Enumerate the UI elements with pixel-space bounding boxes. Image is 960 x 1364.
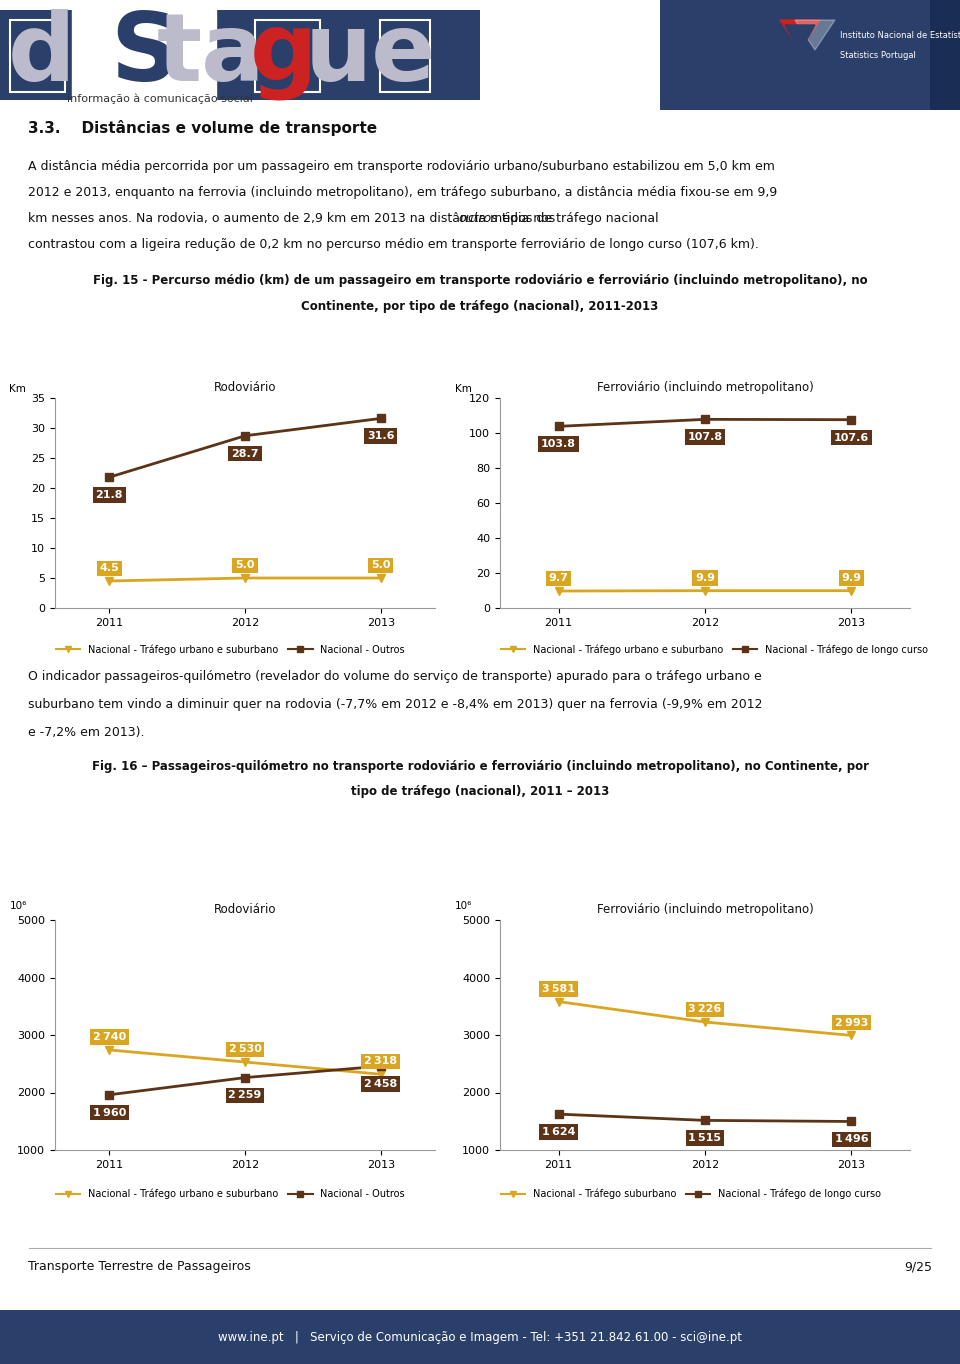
Text: O indicador passageiros-quilómetro (revelador do volume do serviço de transporte: O indicador passageiros-quilómetro (reve… <box>28 670 761 683</box>
Text: Instituto Nacional de Estatística: Instituto Nacional de Estatística <box>840 30 960 40</box>
Text: 3 226: 3 226 <box>688 1004 722 1015</box>
Text: g: g <box>250 10 318 101</box>
Text: 31.6: 31.6 <box>367 431 395 441</box>
Text: 1 624: 1 624 <box>541 1127 575 1138</box>
Text: tipos de tráfego nacional: tipos de tráfego nacional <box>498 211 659 225</box>
Text: e -7,2% em 2013).: e -7,2% em 2013). <box>28 726 145 739</box>
Text: 107.6: 107.6 <box>834 432 869 442</box>
Text: 2 318: 2 318 <box>364 1057 397 1067</box>
Text: Km: Km <box>10 383 26 394</box>
Text: 9/25: 9/25 <box>904 1260 932 1273</box>
Text: suburbano tem vindo a diminuir quer na rodovia (-7,7% em 2012 e -8,4% em 2013) q: suburbano tem vindo a diminuir quer na r… <box>28 698 762 711</box>
Text: km nesses anos. Na rodovia, o aumento de 2,9 km em 2013 na distância média nos: km nesses anos. Na rodovia, o aumento de… <box>28 211 560 225</box>
Title: Rodoviário: Rodoviário <box>214 903 276 917</box>
Text: outros: outros <box>458 211 497 225</box>
Legend: Nacional - Tráfego suburbano, Nacional - Tráfego de longo curso: Nacional - Tráfego suburbano, Nacional -… <box>496 1185 885 1203</box>
Text: 2 458: 2 458 <box>364 1079 397 1088</box>
Legend: Nacional - Tráfego urbano e suburbano, Nacional - Outros: Nacional - Tráfego urbano e suburbano, N… <box>52 640 409 659</box>
Text: ta: ta <box>157 10 266 101</box>
Text: Km: Km <box>455 383 471 394</box>
Bar <box>660 0 960 110</box>
Text: 2012 e 2013, enquanto na ferrovia (incluindo metropolitano), em tráfego suburban: 2012 e 2013, enquanto na ferrovia (inclu… <box>28 186 778 199</box>
Bar <box>930 0 960 110</box>
Text: 1 515: 1 515 <box>688 1133 722 1143</box>
Text: Statistics Portugal: Statistics Portugal <box>840 50 916 60</box>
Text: 5.0: 5.0 <box>235 561 254 570</box>
Text: tipo de tráfego (nacional), 2011 – 2013: tipo de tráfego (nacional), 2011 – 2013 <box>350 786 610 798</box>
Text: S: S <box>110 10 178 101</box>
Legend: Nacional - Tráfego urbano e suburbano, Nacional - Tráfego de longo curso: Nacional - Tráfego urbano e suburbano, N… <box>496 640 931 659</box>
Text: Fig. 16 – Passageiros-quilómetro no transporte rodoviário e ferroviário (incluin: Fig. 16 – Passageiros-quilómetro no tran… <box>91 760 869 773</box>
Text: 1 496: 1 496 <box>834 1135 868 1144</box>
Legend: Nacional - Tráfego urbano e suburbano, Nacional - Outros: Nacional - Tráfego urbano e suburbano, N… <box>52 1185 409 1203</box>
Text: A distância média percorrida por um passageiro em transporte rodoviário urbano/s: A distância média percorrida por um pass… <box>28 160 775 173</box>
Text: informação à comunicação social: informação à comunicação social <box>67 94 252 104</box>
Text: ue: ue <box>305 10 437 101</box>
Text: 4.5: 4.5 <box>100 563 119 573</box>
Text: 2 259: 2 259 <box>228 1090 262 1101</box>
Text: 9.9: 9.9 <box>695 573 715 582</box>
Text: Continente, por tipo de tráfego (nacional), 2011-2013: Continente, por tipo de tráfego (naciona… <box>301 300 659 312</box>
Text: 10⁶: 10⁶ <box>10 900 27 911</box>
Text: 5.0: 5.0 <box>371 561 391 570</box>
Text: 2 530: 2 530 <box>228 1045 261 1054</box>
Text: 21.8: 21.8 <box>96 490 123 501</box>
Text: 9.9: 9.9 <box>841 573 861 582</box>
Text: 107.8: 107.8 <box>687 432 723 442</box>
Text: contrastou com a ligeira redução de 0,2 km no percurso médio em transporte ferro: contrastou com a ligeira redução de 0,2 … <box>28 237 758 251</box>
Text: de: de <box>8 10 140 101</box>
Text: 3 581: 3 581 <box>542 983 575 994</box>
Polygon shape <box>785 25 815 52</box>
Text: 2 740: 2 740 <box>93 1033 126 1042</box>
Text: 103.8: 103.8 <box>541 439 576 449</box>
Text: 9.7: 9.7 <box>548 573 568 584</box>
Text: Fig. 15 - Percurso médio (km) de um passageiro em transporte rodoviário e ferrov: Fig. 15 - Percurso médio (km) de um pass… <box>93 274 867 286</box>
Bar <box>0 10 480 100</box>
Text: 3.3.    Distâncias e volume de transporte: 3.3. Distâncias e volume de transporte <box>28 120 377 136</box>
Text: Transporte Terrestre de Passageiros: Transporte Terrestre de Passageiros <box>28 1260 251 1273</box>
Text: 28.7: 28.7 <box>231 449 259 458</box>
Title: Rodoviário: Rodoviário <box>214 381 276 394</box>
Title: Ferroviário (incluindo metropolitano): Ferroviário (incluindo metropolitano) <box>596 381 813 394</box>
Text: 2 993: 2 993 <box>835 1018 868 1027</box>
Text: 10⁶: 10⁶ <box>455 900 472 911</box>
Polygon shape <box>780 20 820 50</box>
Text: www.ine.pt   |   Serviço de Comunicação e Imagem - Tel: +351 21.842.61.00 - sci@: www.ine.pt | Serviço de Comunicação e Im… <box>218 1330 742 1344</box>
Title: Ferroviário (incluindo metropolitano): Ferroviário (incluindo metropolitano) <box>596 903 813 917</box>
Polygon shape <box>795 20 835 50</box>
Text: 1 960: 1 960 <box>92 1108 126 1117</box>
